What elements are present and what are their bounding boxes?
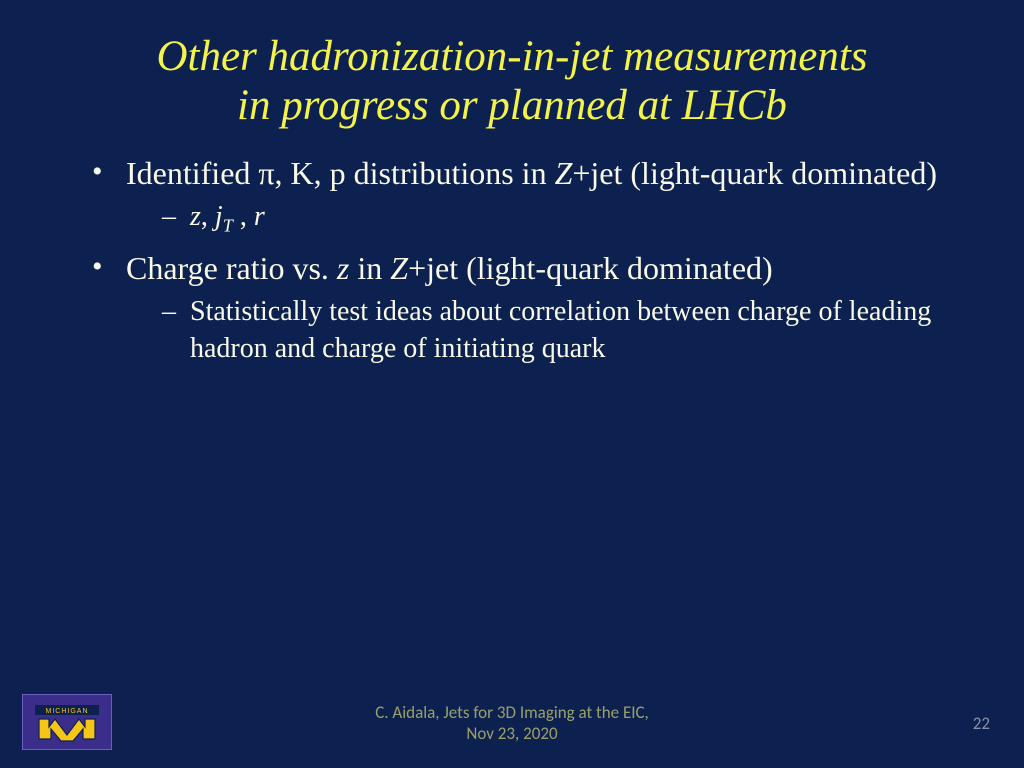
b2-text-mid: in — [349, 250, 390, 286]
b2-text-post: +jet (light-quark dominated) — [408, 250, 773, 286]
bullet-1-sub: z, jT , r — [126, 199, 956, 238]
b1-Z: Z — [555, 155, 573, 191]
math-r: r — [254, 201, 265, 232]
math-sep1: , — [201, 201, 215, 232]
slide: Other hadronization-in-jet measurements … — [0, 0, 1024, 768]
bullet-2-sub-1: Statistically test ideas about correlati… — [162, 294, 956, 367]
math-T: T — [223, 215, 233, 235]
title-line-2: in progress or planned at LHCb — [237, 82, 787, 129]
slide-title: Other hadronization-in-jet measurements … — [68, 32, 956, 131]
bullet-2: Charge ratio vs. z in Z+jet (light-quark… — [92, 248, 956, 367]
b2-z: z — [337, 250, 349, 286]
bullet-list: Identified π, K, p distributions in Z+je… — [68, 153, 956, 367]
b2-Z: Z — [390, 250, 408, 286]
math-z: z — [190, 201, 201, 232]
footer-line-2: Nov 23, 2020 — [466, 723, 557, 744]
bullet-2-sub: Statistically test ideas about correlati… — [126, 294, 956, 367]
b1-text-mid: , K, p distributions in — [275, 155, 555, 191]
b1-text-post: +jet (light-quark dominated) — [572, 155, 937, 191]
footer: MICHIGAN C. Aidala, Jets for 3D Imaging … — [0, 690, 1024, 750]
footer-caption: C. Aidala, Jets for 3D Imaging at the EI… — [0, 703, 1024, 744]
math-j: j — [215, 201, 223, 232]
math-sep2: , — [233, 201, 254, 232]
b2-text-pre: Charge ratio vs. — [126, 250, 337, 286]
b1-pi: π — [258, 155, 274, 191]
bullet-1-sub-1: z, jT , r — [162, 199, 956, 238]
footer-line-1: C. Aidala, Jets for 3D Imaging at the EI… — [375, 702, 649, 723]
page-number: 22 — [973, 713, 990, 734]
bullet-1: Identified π, K, p distributions in Z+je… — [92, 153, 956, 238]
title-line-1: Other hadronization-in-jet measurements — [156, 33, 867, 80]
b1-text-pre: Identified — [126, 155, 258, 191]
